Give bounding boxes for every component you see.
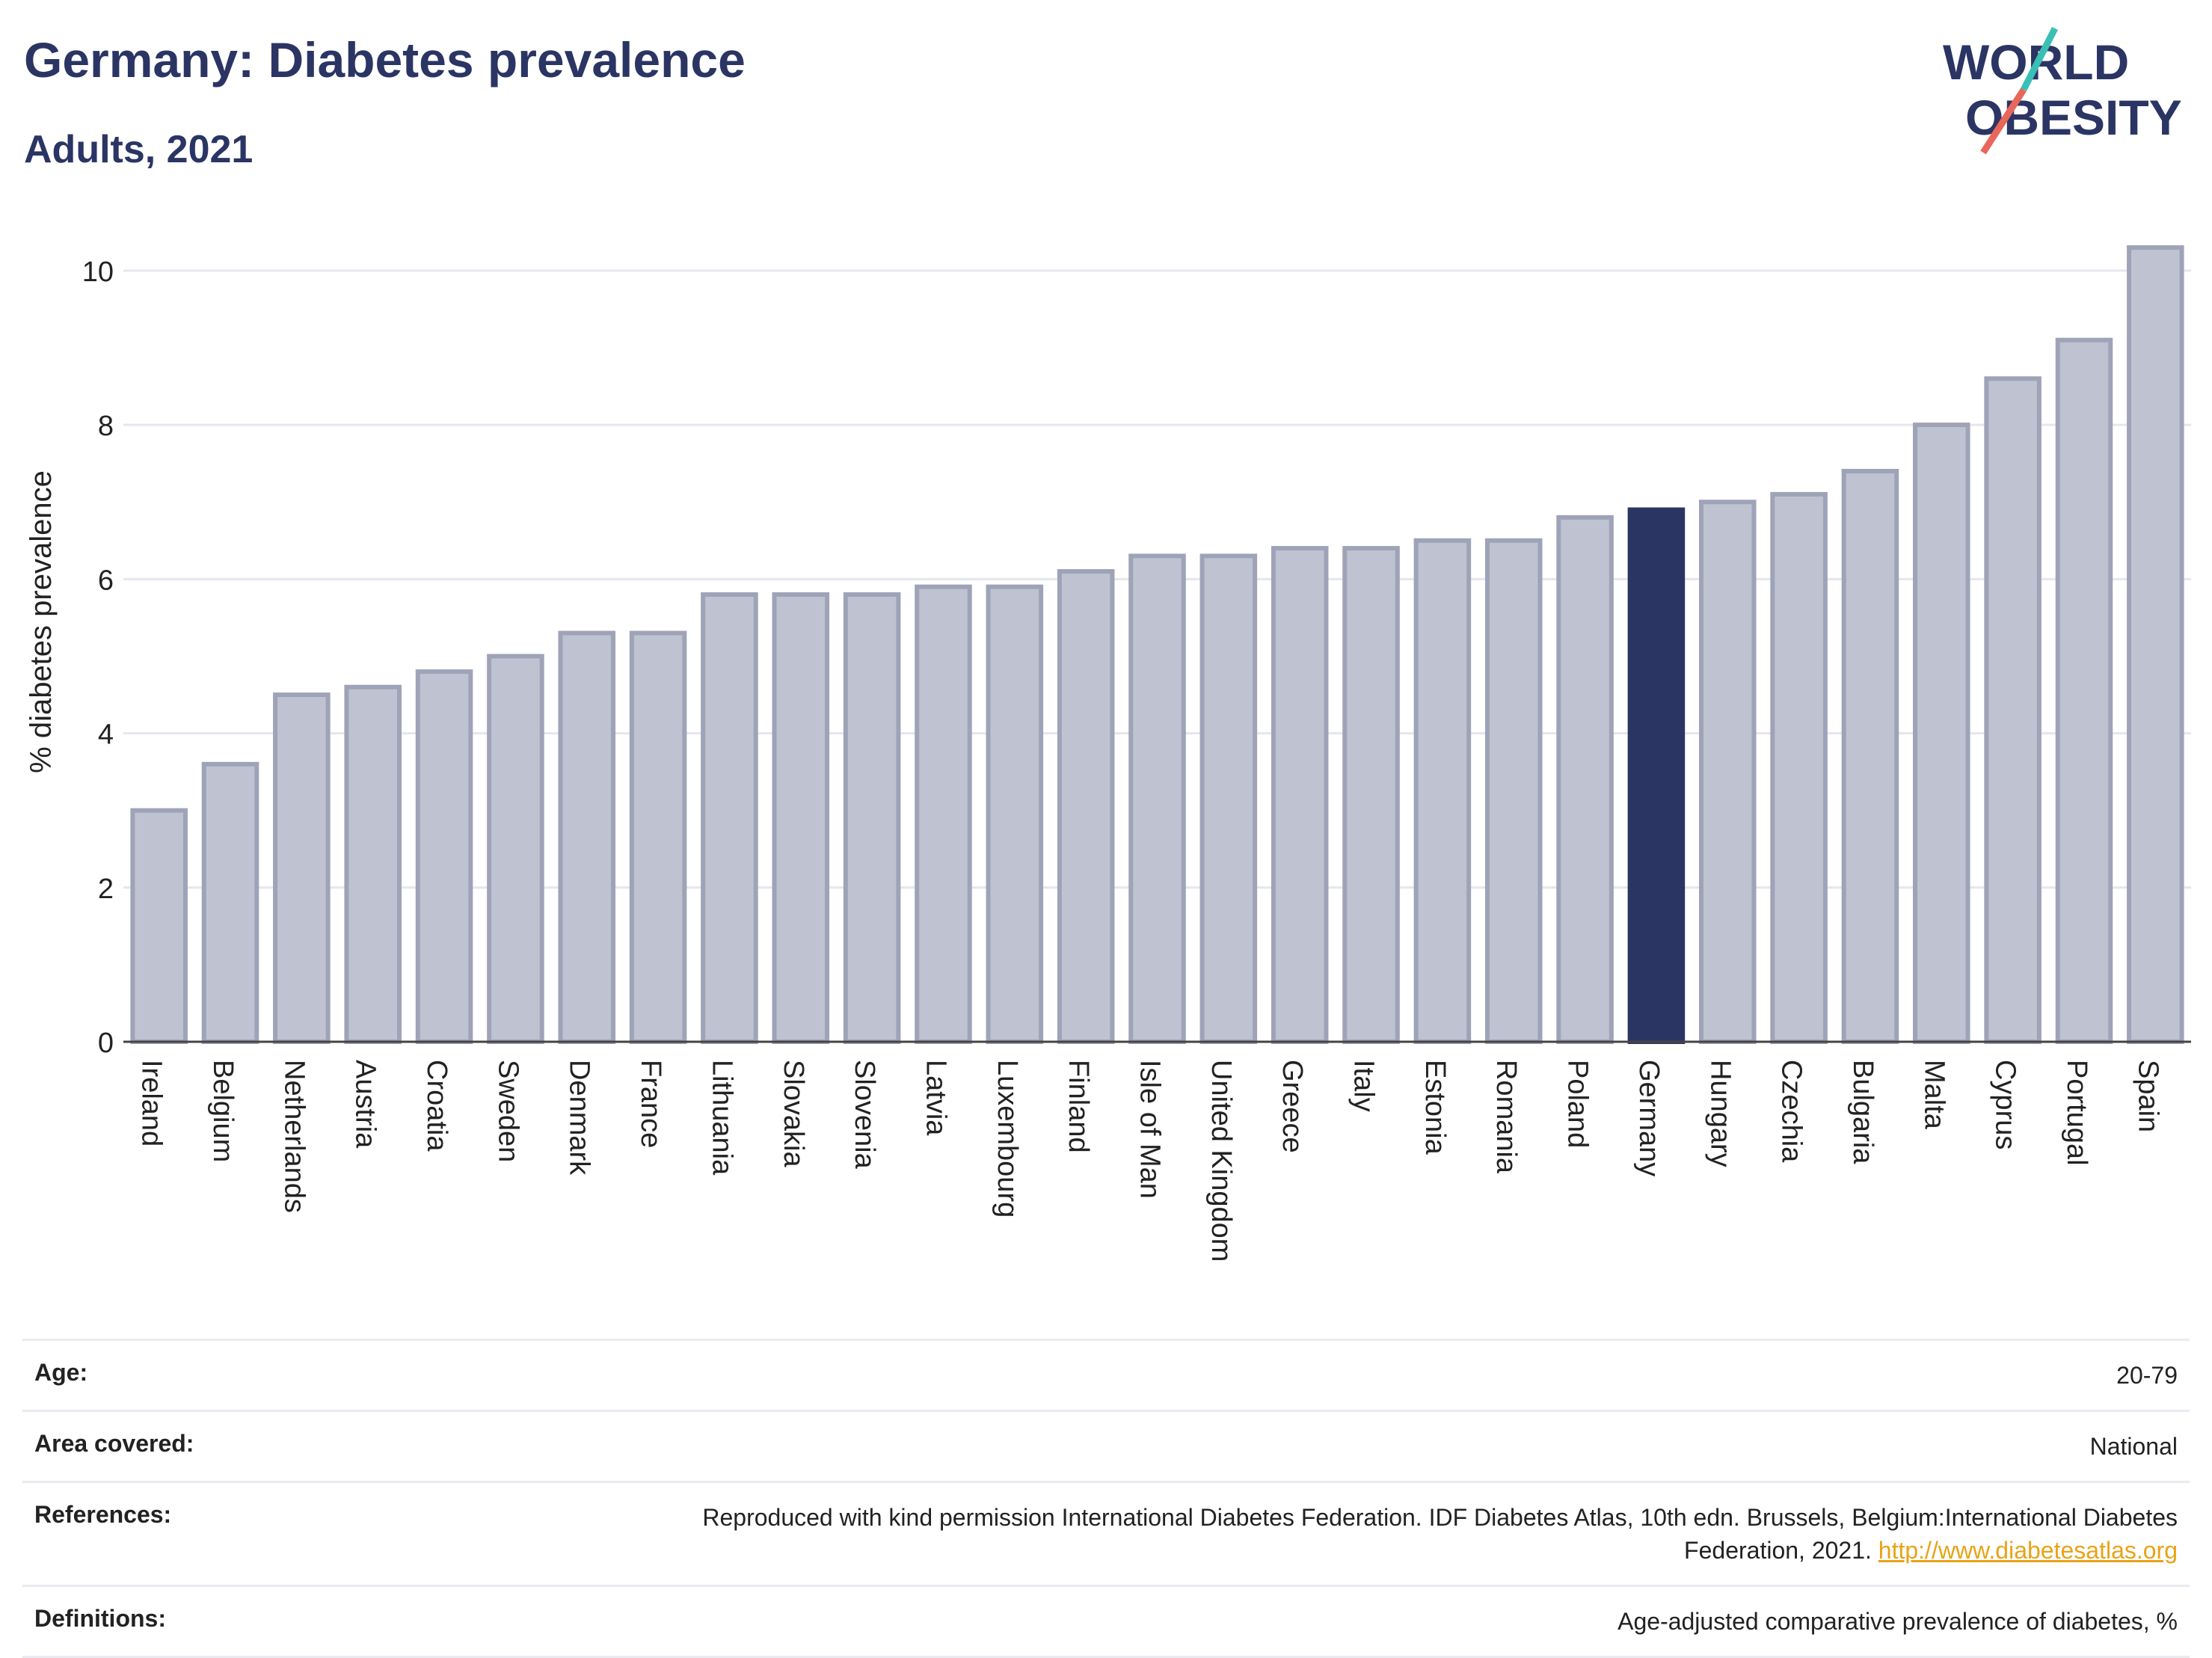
x-tick-label: France xyxy=(635,1060,666,1148)
references-link[interactable]: http://www.diabetesatlas.org xyxy=(1878,1537,2178,1564)
bar-lithuania xyxy=(701,592,758,1044)
meta-row-area: Area covered: National xyxy=(22,1410,2190,1481)
y-axis-label: % diabetes prevalence xyxy=(25,470,58,773)
meta-row-references: References: Reproduced with kind permiss… xyxy=(22,1481,2190,1585)
y-tick-label: 6 xyxy=(98,565,114,596)
bar-portugal xyxy=(2055,337,2113,1044)
x-tick-label: Hungary xyxy=(1704,1060,1736,1167)
page-title: Germany: Diabetes prevalence xyxy=(24,32,746,87)
bar-poland xyxy=(1556,515,1614,1044)
x-tick-label: Portugal xyxy=(2061,1060,2092,1166)
bar-austria xyxy=(344,684,402,1044)
bars xyxy=(130,245,2184,1045)
references-value: Reproduced with kind permission Internat… xyxy=(645,1501,2178,1567)
bar-czechia xyxy=(1770,491,1828,1044)
bar-ireland xyxy=(130,808,188,1045)
x-tick-label: Luxembourg xyxy=(992,1060,1023,1218)
definitions-value: Age-adjusted comparative prevalence of d… xyxy=(1617,1608,2178,1635)
bar-italy xyxy=(1342,546,1400,1044)
bar-sweden xyxy=(487,654,544,1044)
world-obesity-logo: WORLD OBESITY xyxy=(1943,26,2182,155)
logo-red-slash xyxy=(1980,87,2027,155)
x-tick-label: Slovenia xyxy=(849,1060,880,1170)
y-tick-label: 2 xyxy=(98,873,114,905)
x-tick-label: Lithuania xyxy=(706,1060,737,1176)
bar-greece xyxy=(1271,546,1329,1044)
x-tick-label: Cyprus xyxy=(1990,1060,2021,1149)
logo-line2: OBESITY xyxy=(1965,90,2182,145)
chart-metadata: Age: 20-79 Area covered: National Refere… xyxy=(22,1339,2190,1658)
bar-spain xyxy=(2127,245,2184,1044)
x-tick-label: Spain xyxy=(2132,1060,2163,1132)
x-tick-label: Germany xyxy=(1633,1060,1665,1176)
x-tick-label: Finland xyxy=(1063,1060,1094,1153)
x-tick-label: Denmark xyxy=(564,1060,595,1176)
x-tick-label: Greece xyxy=(1276,1060,1308,1153)
bar-malta xyxy=(1913,423,1970,1044)
bar-united-kingdom xyxy=(1199,553,1258,1044)
bar-croatia xyxy=(415,669,473,1044)
x-tick-label: Netherlands xyxy=(278,1060,310,1213)
y-tick-label: 0 xyxy=(98,1028,114,1059)
age-label: Age: xyxy=(34,1359,88,1386)
y-tick-label: 8 xyxy=(98,411,114,442)
x-tick-label: Isle of Man xyxy=(1134,1060,1166,1199)
x-tick-label: Estonia xyxy=(1419,1060,1451,1155)
bar-estonia xyxy=(1413,538,1472,1044)
area-value: National xyxy=(2089,1433,2178,1460)
bar-netherlands xyxy=(273,692,331,1044)
y-tick-label: 4 xyxy=(98,719,114,751)
bar-cyprus xyxy=(1984,376,2042,1044)
bar-france xyxy=(629,630,687,1044)
logo-teal-slash xyxy=(2020,26,2059,92)
x-tick-label: Italy xyxy=(1348,1060,1380,1112)
bar-romania xyxy=(1484,538,1543,1044)
category-labels: Ireland Belgium Netherlands Austria Croatia S… xyxy=(136,1060,2164,1262)
x-tick-label: Ireland xyxy=(136,1060,168,1146)
x-tick-label: Malta xyxy=(1918,1060,1950,1130)
y-tick-label: 10 xyxy=(82,257,114,288)
x-tick-label: Austria xyxy=(350,1060,381,1149)
bar-finland xyxy=(1057,569,1115,1044)
bar-latvia xyxy=(915,584,972,1044)
x-tick-label: Romania xyxy=(1490,1060,1522,1174)
bar-slovenia xyxy=(843,592,901,1044)
x-tick-label: Czechia xyxy=(1776,1060,1807,1163)
x-tick-label: Poland xyxy=(1562,1060,1594,1148)
x-tick-label: Croatia xyxy=(421,1060,452,1152)
x-tick-label: Latvia xyxy=(920,1060,951,1136)
meta-row-age: Age: 20-79 xyxy=(22,1339,2190,1410)
x-tick-label: United Kingdom xyxy=(1205,1060,1237,1262)
bar-bulgaria xyxy=(1841,468,1899,1044)
x-tick-label: Sweden xyxy=(492,1060,523,1162)
bar-denmark xyxy=(558,630,616,1044)
x-tick-label: Belgium xyxy=(207,1060,239,1162)
references-text: Reproduced with kind permission Internat… xyxy=(702,1504,2178,1564)
bar-luxembourg xyxy=(986,584,1044,1044)
bar-slovakia xyxy=(772,592,830,1044)
bar-chart: 0 2 4 6 8 10 Ireland Belgium Netherlands Austria… xyxy=(25,245,2191,1262)
x-tick-label: Slovakia xyxy=(778,1060,809,1167)
references-label: References: xyxy=(34,1501,172,1528)
x-tick-label: Bulgaria xyxy=(1847,1060,1878,1164)
bar-belgium xyxy=(201,761,259,1045)
bar-germany xyxy=(1627,507,1686,1044)
bar-isle-of-man xyxy=(1128,553,1186,1044)
age-value: 20-79 xyxy=(2116,1362,2178,1389)
page-subtitle: Adults, 2021 xyxy=(24,128,254,171)
bar-hungary xyxy=(1698,500,1757,1044)
area-label: Area covered: xyxy=(34,1430,194,1457)
meta-row-definitions: Definitions: Age-adjusted comparative pr… xyxy=(22,1585,2190,1658)
definitions-label: Definitions: xyxy=(34,1605,166,1632)
axes: 0 2 4 6 8 10 xyxy=(82,257,2191,1059)
